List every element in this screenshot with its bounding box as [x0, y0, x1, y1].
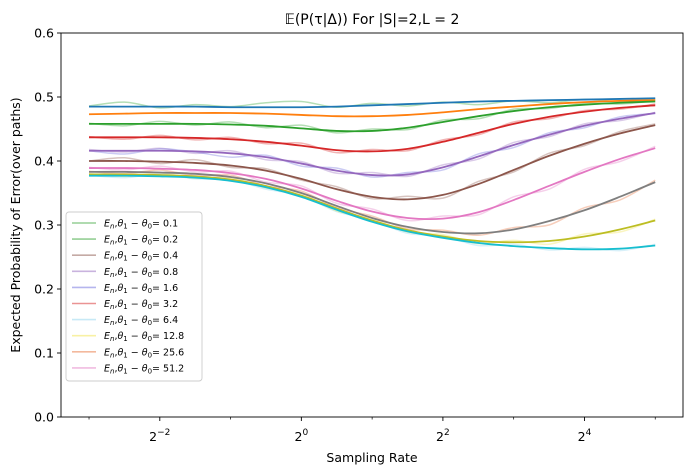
- y-tick-label: 0.0: [34, 410, 54, 425]
- y-tick-label: 0.5: [34, 90, 54, 105]
- x-tick-label: 2−2: [149, 428, 170, 444]
- legend-label: En,θ1 − θ0= 12.8: [104, 331, 184, 343]
- series-line-6: [89, 147, 656, 221]
- legend-label: En,θ1 − θ0= 51.2: [104, 363, 184, 375]
- x-axis-title: Sampling Rate: [326, 450, 417, 465]
- noisy-series-line-2: [88, 123, 656, 200]
- series-line-5: [89, 124, 656, 201]
- x-tick-label: 20: [295, 428, 309, 444]
- noisy-series-line-8: [88, 169, 656, 236]
- series-line-2: [89, 100, 656, 133]
- series-line-9: [89, 174, 656, 251]
- series-line-4: [89, 112, 656, 177]
- plot-area: 0.0 0.1 0.2 0.3 0.4 0.5 0.6 2−2 20 22 24 𝔼(P(τ|Δ)) …: [8, 12, 684, 465]
- chart-title: 𝔼(P(τ|Δ)) For |S|=2,L = 2: [285, 12, 460, 28]
- series-line-7: [89, 170, 656, 235]
- y-tick-label: 0.4: [34, 154, 54, 169]
- noisy-series-line-9: [88, 145, 656, 222]
- series-line-8: [89, 173, 656, 244]
- legend-box: [65, 211, 203, 382]
- legend-label: En,θ1 − θ0= 25.6: [104, 347, 184, 359]
- series-line-1: [89, 99, 656, 118]
- series-line-3: [89, 104, 656, 153]
- y-tick-label: 0.2: [34, 282, 54, 297]
- y-tick-label: 0.3: [34, 218, 54, 233]
- series-line-0: [89, 97, 656, 109]
- noisy-series-line-3: [88, 111, 656, 178]
- y-tick-label: 0.1: [34, 346, 54, 361]
- legend-label: En,θ1 − θ0= 0.8: [104, 267, 178, 279]
- legend-label: En,θ1 − θ0= 0.4: [104, 251, 178, 263]
- noisy-series-line-0: [88, 98, 656, 109]
- legend-label: En,θ1 − θ0= 0.2: [104, 235, 178, 247]
- noisy-series-line-5: [88, 103, 656, 154]
- y-tick-label: 0.6: [34, 26, 54, 41]
- legend-label: En,θ1 − θ0= 3.2: [104, 299, 178, 311]
- y-axis-title: Expected Probability of Error(over paths…: [8, 97, 23, 352]
- legend-label: En,θ1 − θ0= 6.4: [104, 315, 178, 327]
- legend-label: En,θ1 − θ0= 0.1: [104, 219, 178, 231]
- x-tick-label: 24: [578, 428, 592, 444]
- x-tick-label: 22: [436, 428, 450, 444]
- legend-label: En,θ1 − θ0= 1.6: [104, 283, 178, 295]
